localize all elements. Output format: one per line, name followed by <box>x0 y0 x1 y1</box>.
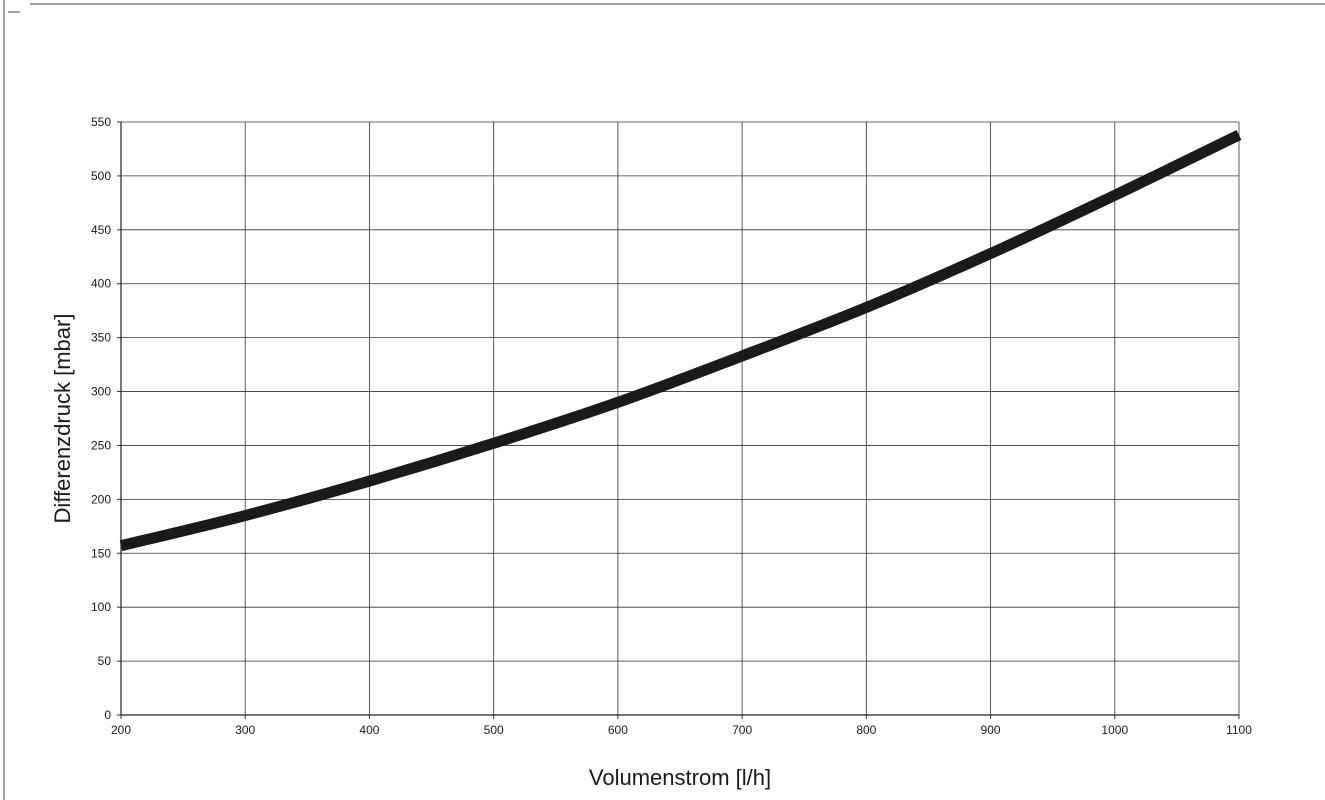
x-tick-label: 500 <box>484 723 504 737</box>
x-tick-label: 900 <box>981 723 1001 737</box>
y-tick-label: 350 <box>91 331 111 345</box>
x-tick-label: 700 <box>732 723 752 737</box>
x-tick-label: 600 <box>608 723 628 737</box>
y-tick-label: 250 <box>91 438 111 452</box>
y-tick-label: 200 <box>91 492 111 506</box>
x-axis-title: Volumenstrom [l/h] <box>589 765 771 790</box>
x-tick-label: 1100 <box>1226 723 1252 737</box>
series-line <box>121 135 1239 546</box>
y-tick-label: 0 <box>104 708 111 722</box>
y-tick-label: 450 <box>91 223 111 237</box>
y-axis-title: Differenzdruck [mbar] <box>50 314 75 524</box>
y-tick-label: 500 <box>91 169 111 183</box>
x-tick-label: 1000 <box>1101 723 1128 737</box>
y-tick-label: 150 <box>91 546 111 560</box>
x-tick-label: 200 <box>111 723 131 737</box>
x-tick-label: 800 <box>856 723 876 737</box>
y-tick-label: 100 <box>91 600 111 614</box>
x-tick-label: 400 <box>359 723 379 737</box>
series-layer <box>121 135 1239 546</box>
y-tick-label: 400 <box>91 277 111 291</box>
y-tick-label: 550 <box>91 115 111 129</box>
x-tick-label: 300 <box>235 723 255 737</box>
y-tick-label: 300 <box>91 385 111 399</box>
y-tick-label: 50 <box>98 654 112 668</box>
